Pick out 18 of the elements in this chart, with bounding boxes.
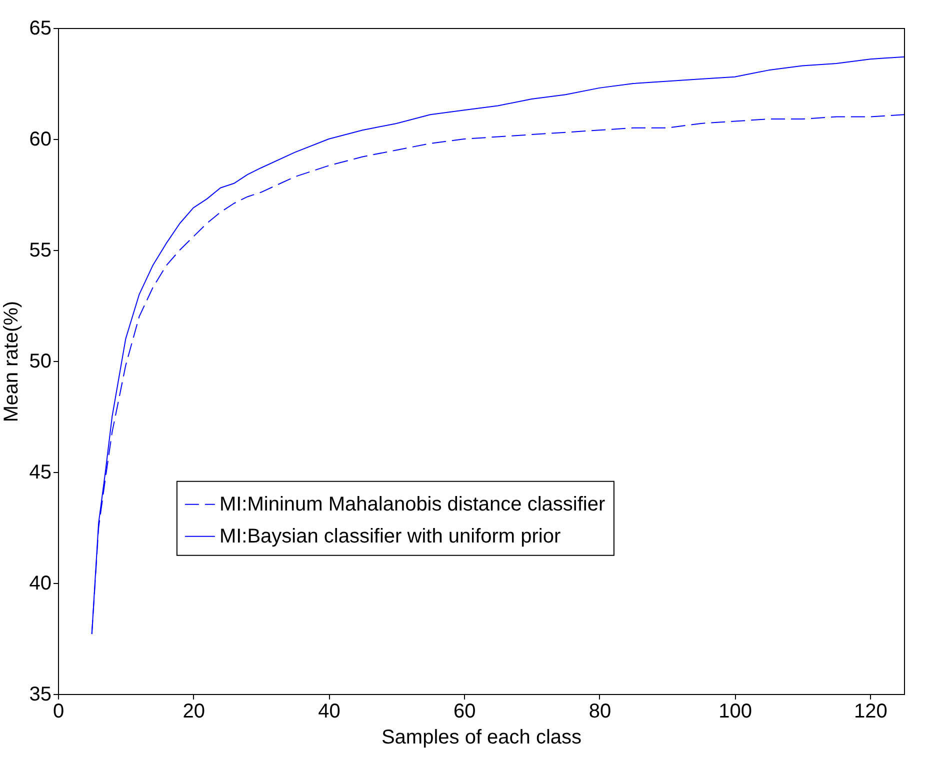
x-tick-label: 120 xyxy=(854,700,888,722)
x-tick-label: 0 xyxy=(52,700,64,722)
y-axis-title: Mean rate(%) xyxy=(0,300,22,422)
x-axis-title: Samples of each class xyxy=(381,726,582,748)
x-tick-label: 100 xyxy=(718,700,752,722)
y-tick-label: 40 xyxy=(29,572,52,594)
x-tick-label: 40 xyxy=(318,700,340,722)
y-tick-label: 45 xyxy=(29,462,52,484)
x-tick-label: 80 xyxy=(588,700,612,722)
y-tick-label: 60 xyxy=(29,128,52,150)
legend-label: MI:Baysian classifier with uniform prior xyxy=(219,525,561,548)
y-tick-label: 35 xyxy=(29,684,52,706)
x-tick-label: 20 xyxy=(182,700,205,722)
y-tick-label: 50 xyxy=(29,350,52,372)
y-tick-label: 55 xyxy=(29,240,52,262)
y-tick-label: 65 xyxy=(29,18,52,40)
x-tick-label: 60 xyxy=(453,700,476,722)
legend-label: MI:Mininum Mahalanobis distance classifier xyxy=(219,493,606,516)
